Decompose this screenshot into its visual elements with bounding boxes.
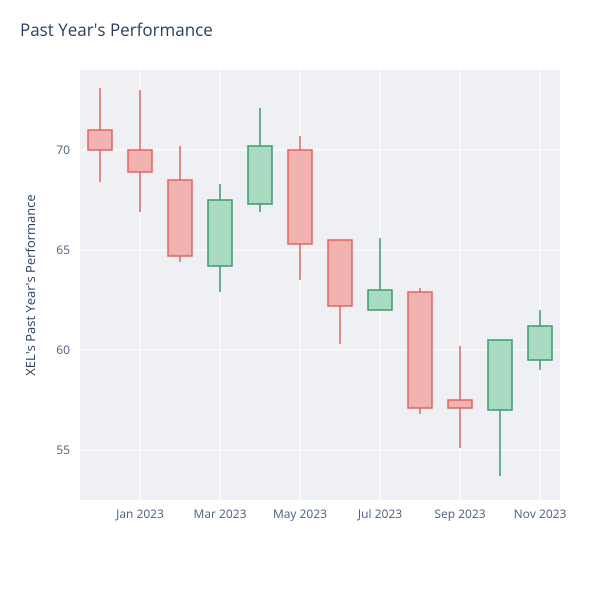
x-tick-label: Nov 2023 — [514, 505, 567, 522]
y-tick-label: 65 — [56, 241, 70, 258]
y-tick-label: 60 — [56, 341, 70, 358]
x-tick-label: Jul 2023 — [357, 505, 402, 522]
x-tick-label: May 2023 — [273, 505, 327, 522]
candle-body — [248, 146, 272, 204]
candlestick-chart: 55 60 65 70 Jan 2023 Mar 2023 May 2023 Jul 2023… — [0, 0, 600, 600]
y-axis-label: XEL's Past Year's Performance — [21, 194, 39, 375]
y-tick-label: 55 — [56, 441, 70, 458]
x-tick-label: Sep 2023 — [434, 505, 485, 522]
candle-body — [408, 292, 432, 408]
x-tick-label: Jan 2023 — [115, 505, 164, 522]
plot-area — [80, 70, 560, 500]
candle-body — [88, 130, 112, 150]
x-tick-label: Mar 2023 — [194, 505, 247, 522]
candle-body — [528, 326, 552, 360]
candle-body — [448, 400, 472, 408]
candle-body — [128, 150, 152, 172]
candle-body — [168, 180, 192, 256]
candle-body — [368, 290, 392, 310]
candle-body — [208, 200, 232, 266]
candle-body — [488, 340, 512, 410]
y-tick-label: 70 — [56, 141, 70, 158]
candle-body — [288, 150, 312, 244]
candle-body — [328, 240, 352, 306]
